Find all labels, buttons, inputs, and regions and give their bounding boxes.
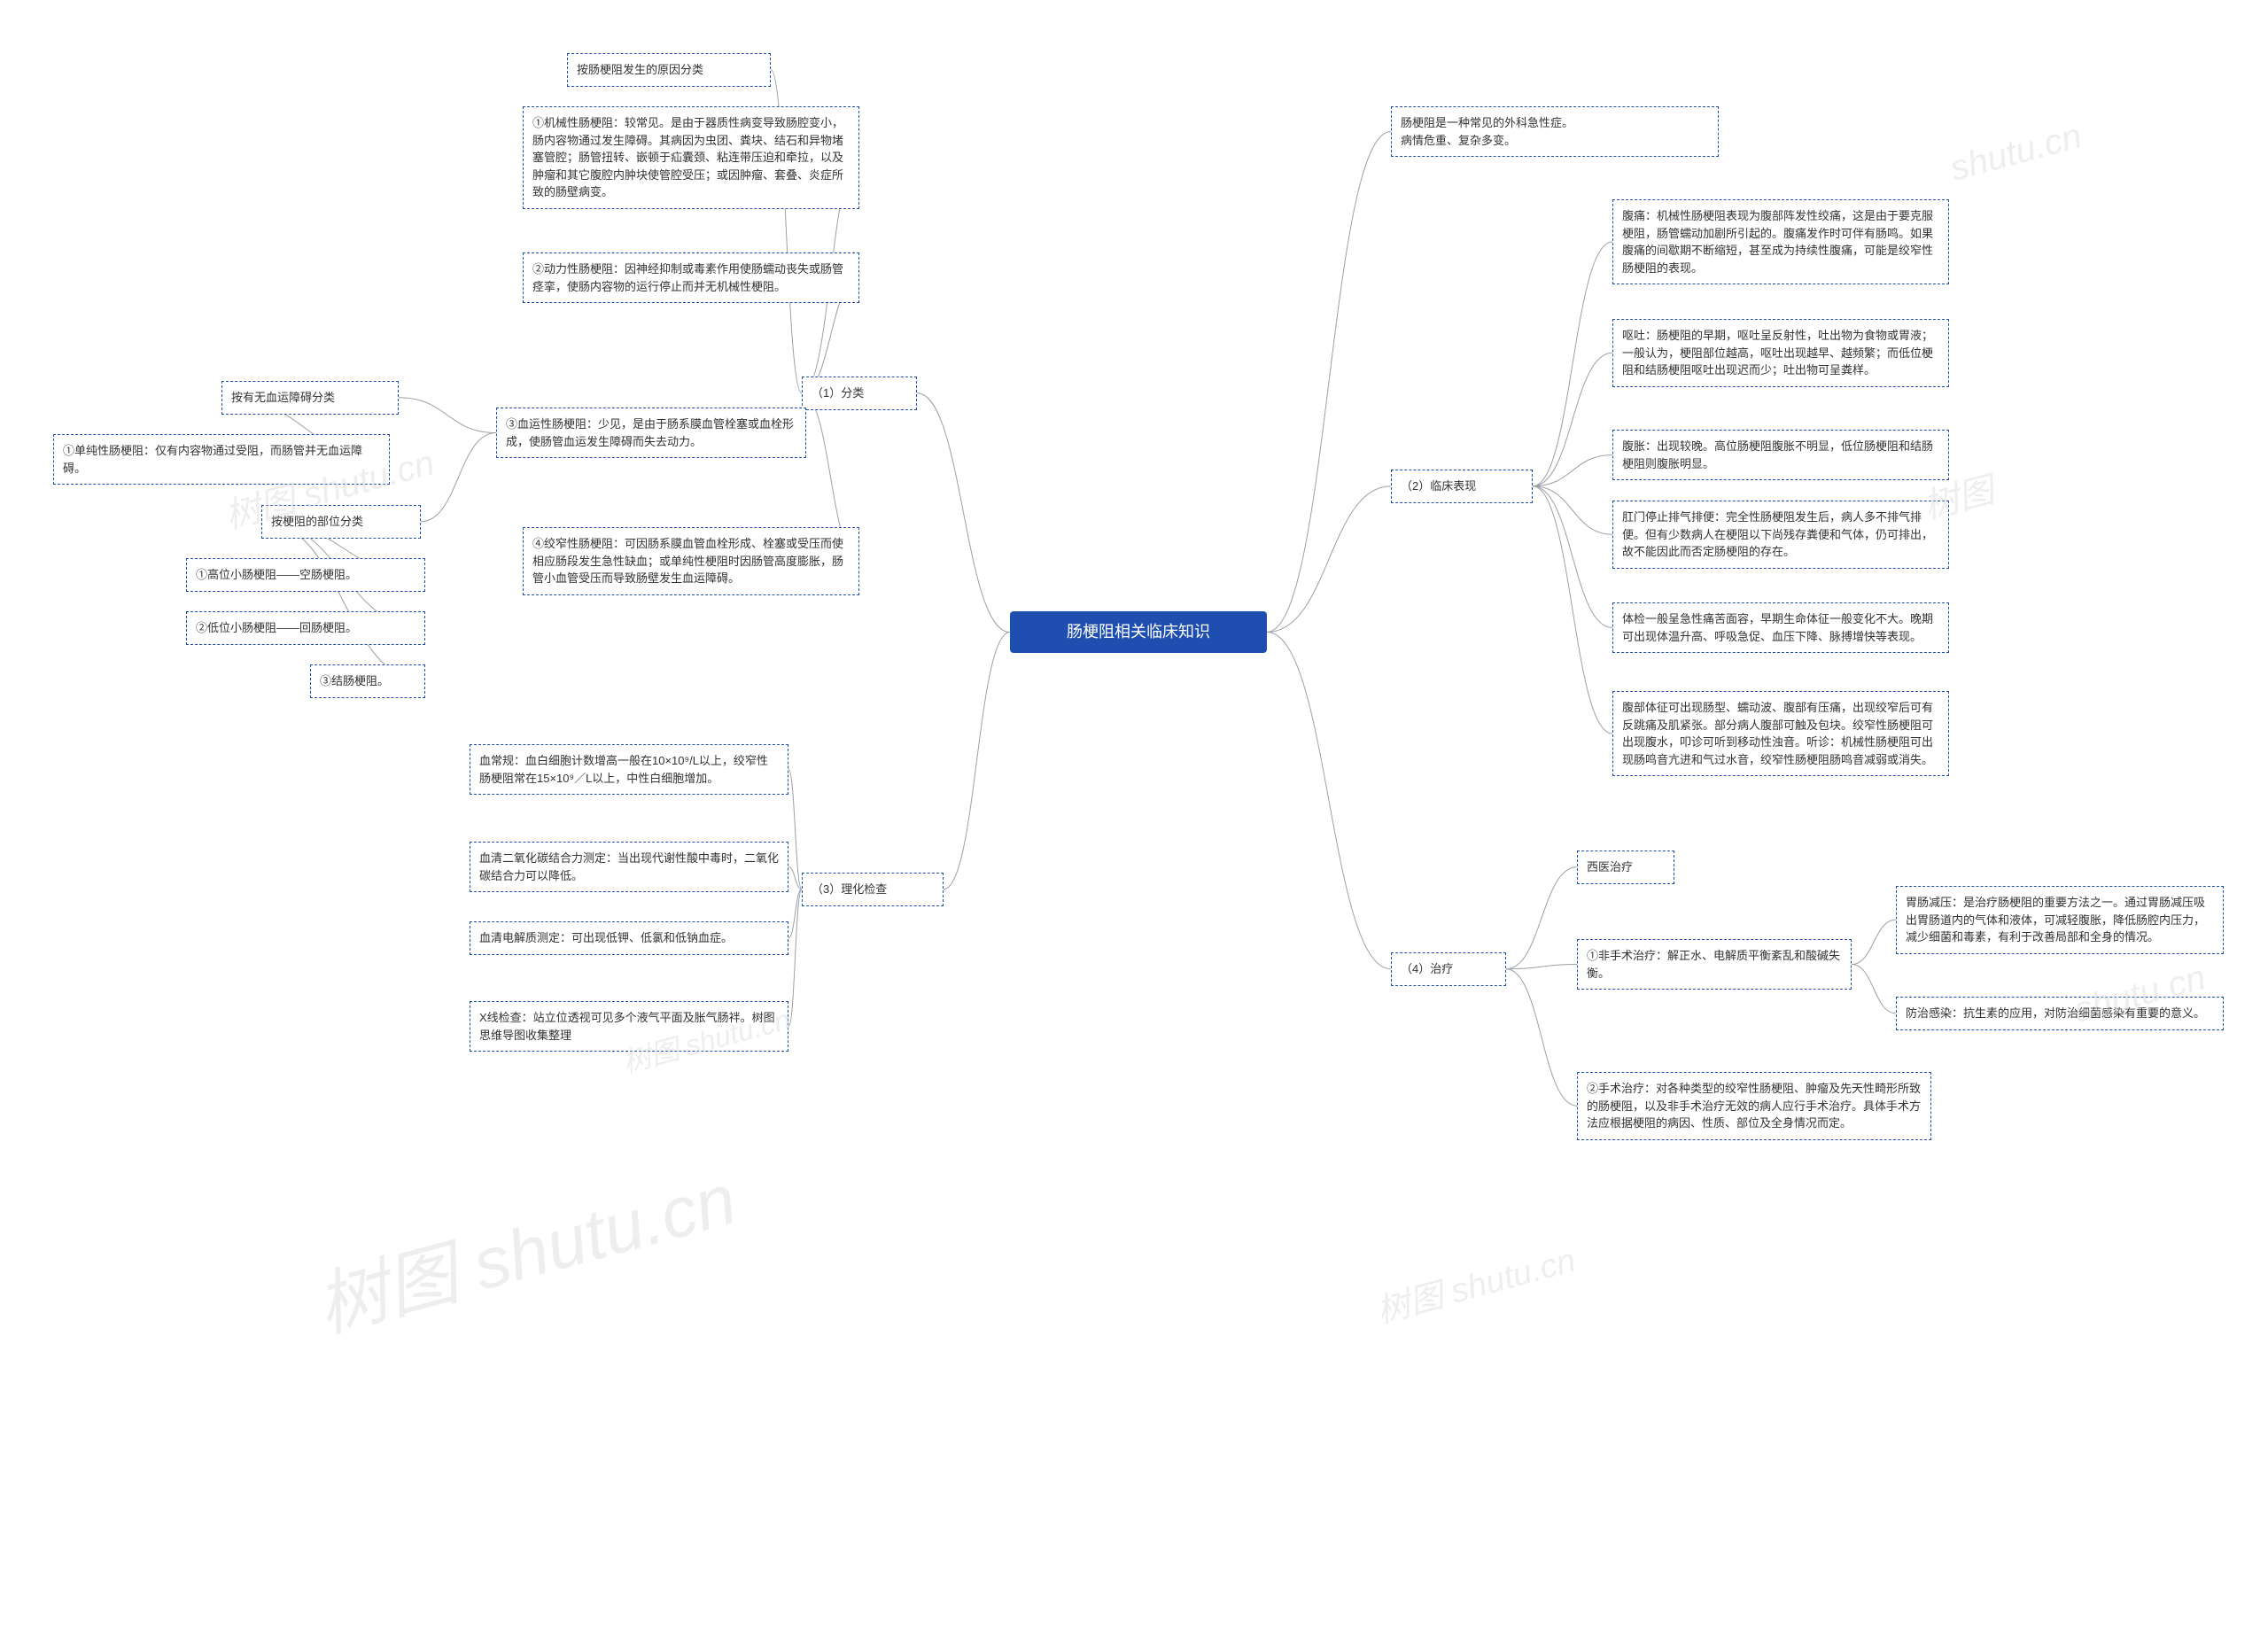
node-label: 血常规：血白细胞计数增高一般在10×10⁹/L以上，绞窄性肠梗阻常在15×10⁹… (479, 754, 768, 785)
node-label: 腹部体征可出现肠型、蠕动波、腹部有压痛，出现绞窄后可有反跳痛及肌紧张。部分病人腹… (1622, 701, 1933, 766)
node-label: 血清电解质测定：可出现低钾、低氯和低钠血症。 (479, 931, 733, 944)
connector (421, 433, 496, 522)
node-label: ③血运性肠梗阻：少见，是由于肠系膜血管栓塞或血栓形成，使肠管血运发生障碍而失去动… (506, 417, 794, 448)
connector (1506, 969, 1577, 1107)
node-label: 肠梗阻是一种常见的外科急性症。 病情危重、复杂多变。 (1401, 116, 1573, 147)
connector (1533, 486, 1612, 734)
node-label: ①单纯性肠梗阻：仅有内容物通过受阻，而肠管并无血运障碍。 (63, 444, 362, 475)
node-l1g3: ③结肠梗阻。 (310, 664, 425, 698)
connector (1267, 633, 1391, 969)
connector (261, 522, 425, 681)
connector (788, 770, 802, 889)
connector (788, 867, 802, 889)
node-l1: （1）分类 (802, 377, 917, 410)
connector (1533, 353, 1612, 486)
node-r2d: 肛门停止排气排便：完全性肠梗阻发生后，病人多不排气排便。但有少数病人在梗阻以下尚… (1612, 501, 1949, 569)
node-l1d: ③血运性肠梗阻：少见，是由于肠系膜血管栓塞或血栓形成，使肠管血运发生障碍而失去动… (496, 408, 806, 458)
node-r2f: 腹部体征可出现肠型、蠕动波、腹部有压痛，出现绞窄后可有反跳痛及肌紧张。部分病人腹… (1612, 691, 1949, 776)
node-l3: （3）理化检查 (802, 873, 944, 906)
connector (1852, 920, 1896, 964)
node-l1a: 按肠梗阻发生的原因分类 (567, 53, 771, 87)
node-r4b: ①非手术治疗：解正水、电解质平衡紊乱和酸碱失衡。 (1577, 939, 1852, 990)
node-label: （3）理化检查 (812, 882, 887, 896)
node-label: 西医治疗 (1587, 860, 1633, 874)
node-label: 呕吐：肠梗阻的早期，呕吐呈反射性，吐出物为食物或胃液；一般认为，梗阻部位越高，呕… (1622, 329, 1933, 377)
connector (1267, 486, 1391, 633)
connector (1533, 242, 1612, 486)
node-l1f1: ①单纯性肠梗阻：仅有内容物通过受阻，而肠管并无血运障碍。 (53, 434, 390, 485)
node-label: ②动力性肠梗阻：因神经抑制或毒素作用使肠蠕动丧失或肠管痉挛，使肠内容物的运行停止… (532, 262, 843, 293)
node-label: ①机械性肠梗阻：较常见。是由于器质性病变导致肠腔变小，肠内容物通过发生障碍。其病… (532, 116, 843, 198)
connector (399, 398, 496, 433)
node-label: X线检查：站立位透视可见多个液气平面及胀气肠袢。树图思维导图收集整理 (479, 1011, 775, 1042)
node-label: ③结肠梗阻。 (320, 674, 389, 687)
node-label: 腹痛：机械性肠梗阻表现为腹部阵发性绞痛，这是由于要克服梗阻，肠管蠕动加剧所引起的… (1622, 209, 1933, 275)
node-r2b: 呕吐：肠梗阻的早期，呕吐呈反射性，吐出物为食物或胃液；一般认为，梗阻部位越高，呕… (1612, 319, 1949, 387)
node-l3c: 血清电解质测定：可出现低钾、低氯和低钠血症。 (470, 921, 788, 955)
node-r0: 肠梗阻是一种常见的外科急性症。 病情危重、复杂多变。 (1391, 106, 1719, 157)
node-l1b: ①机械性肠梗阻：较常见。是由于器质性病变导致肠腔变小，肠内容物通过发生障碍。其病… (523, 106, 859, 209)
connector (1852, 965, 1896, 1014)
node-r4b1: 胃肠减压：是治疗肠梗阻的重要方法之一。通过胃肠减压吸出胃肠道内的气体和液体，可减… (1896, 886, 2224, 954)
connector (788, 889, 802, 1027)
node-label: 按有无血运障碍分类 (231, 391, 335, 404)
node-r2a: 腹痛：机械性肠梗阻表现为腹部阵发性绞痛，这是由于要克服梗阻，肠管蠕动加剧所引起的… (1612, 199, 1949, 284)
node-r2c: 腹胀：出现较晚。高位肠梗阻腹胀不明显，低位肠梗阻和结肠梗阻则腹胀明显。 (1612, 430, 1949, 480)
node-label: 胃肠减压：是治疗肠梗阻的重要方法之一。通过胃肠减压吸出胃肠道内的气体和液体，可减… (1906, 896, 2205, 944)
node-l1c: ②动力性肠梗阻：因神经抑制或毒素作用使肠蠕动丧失或肠管痉挛，使肠内容物的运行停止… (523, 252, 859, 303)
connector (788, 889, 802, 938)
connector (1533, 486, 1612, 535)
node-label: （1）分类 (812, 386, 864, 400)
connector (1267, 132, 1391, 633)
node-r4a: 西医治疗 (1577, 850, 1674, 884)
node-label: ②低位小肠梗阻——回肠梗阻。 (196, 621, 357, 634)
node-label: ①非手术治疗：解正水、电解质平衡紊乱和酸碱失衡。 (1587, 949, 1840, 980)
node-l1g2: ②低位小肠梗阻——回肠梗阻。 (186, 611, 425, 645)
node-label: 按肠梗阻发生的原因分类 (577, 63, 703, 76)
node-label: 体检一般呈急性痛苦面容，早期生命体征一般变化不大。晚期可出现体温升高、呼吸急促、… (1622, 612, 1933, 643)
node-r4c: ②手术治疗：对各种类型的绞窄性肠梗阻、肿瘤及先天性畸形所致的肠梗阻，以及非手术治… (1577, 1072, 1931, 1140)
node-r2e: 体检一般呈急性痛苦面容，早期生命体征一般变化不大。晚期可出现体温升高、呼吸急促、… (1612, 602, 1949, 653)
connector (1533, 455, 1612, 486)
connector (1506, 867, 1577, 969)
node-label: ②手术治疗：对各种类型的绞窄性肠梗阻、肿瘤及先天性畸形所致的肠梗阻，以及非手术治… (1587, 1082, 1921, 1130)
mindmap-stage: 肠梗阻相关临床知识 肠梗阻是一种常见的外科急性症。 病情危重、复杂多变。 （2）临床… (0, 0, 2268, 1631)
node-l1g: 按梗阻的部位分类 (261, 505, 421, 539)
connector (917, 393, 1010, 633)
root-node: 肠梗阻相关临床知识 (1010, 611, 1267, 653)
node-r4: （4）治疗 (1391, 952, 1506, 986)
node-r4b2: 防治感染：抗生素的应用，对防治细菌感染有重要的意义。 (1896, 997, 2224, 1030)
node-label: ④绞窄性肠梗阻：可因肠系膜血管血栓形成、栓塞或受压而使相应肠段发生急性缺血；或单… (532, 537, 843, 585)
node-l1e: ④绞窄性肠梗阻：可因肠系膜血管血栓形成、栓塞或受压而使相应肠段发生急性缺血；或单… (523, 527, 859, 595)
node-l3d: X线检查：站立位透视可见多个液气平面及胀气肠袢。树图思维导图收集整理 (470, 1001, 788, 1052)
connector (944, 633, 1010, 889)
watermark: 树图 shutu.cn (1371, 1232, 1581, 1332)
connector (1506, 965, 1577, 969)
watermark: shutu.cn (1946, 116, 2086, 190)
node-label: 肠梗阻相关临床知识 (1067, 623, 1210, 641)
node-label: ①高位小肠梗阻——空肠梗阻。 (196, 568, 357, 581)
node-label: （2）临床表现 (1401, 479, 1476, 493)
node-label: 按梗阻的部位分类 (271, 515, 363, 528)
watermark: 树图 shutu.cn (304, 1142, 745, 1352)
node-label: 血清二氧化碳结合力测定：当出现代谢性酸中毒时，二氧化碳结合力可以降低。 (479, 851, 779, 882)
node-label: 肛门停止排气排便：完全性肠梗阻发生后，病人多不排气排便。但有少数病人在梗阻以下尚… (1622, 510, 1933, 558)
node-label: 防治感染：抗生素的应用，对防治细菌感染有重要的意义。 (1906, 1006, 2205, 1020)
connector (1533, 486, 1612, 628)
node-l1g1: ①高位小肠梗阻——空肠梗阻。 (186, 558, 425, 592)
node-l1f: 按有无血运障碍分类 (221, 381, 399, 415)
node-l3b: 血清二氧化碳结合力测定：当出现代谢性酸中毒时，二氧化碳结合力可以降低。 (470, 842, 788, 892)
node-l3a: 血常规：血白细胞计数增高一般在10×10⁹/L以上，绞窄性肠梗阻常在15×10⁹… (470, 744, 788, 795)
node-r2: （2）临床表现 (1391, 470, 1533, 503)
node-label: （4）治疗 (1401, 962, 1453, 975)
node-label: 腹胀：出现较晚。高位肠梗阻腹胀不明显，低位肠梗阻和结肠梗阻则腹胀明显。 (1622, 439, 1933, 470)
